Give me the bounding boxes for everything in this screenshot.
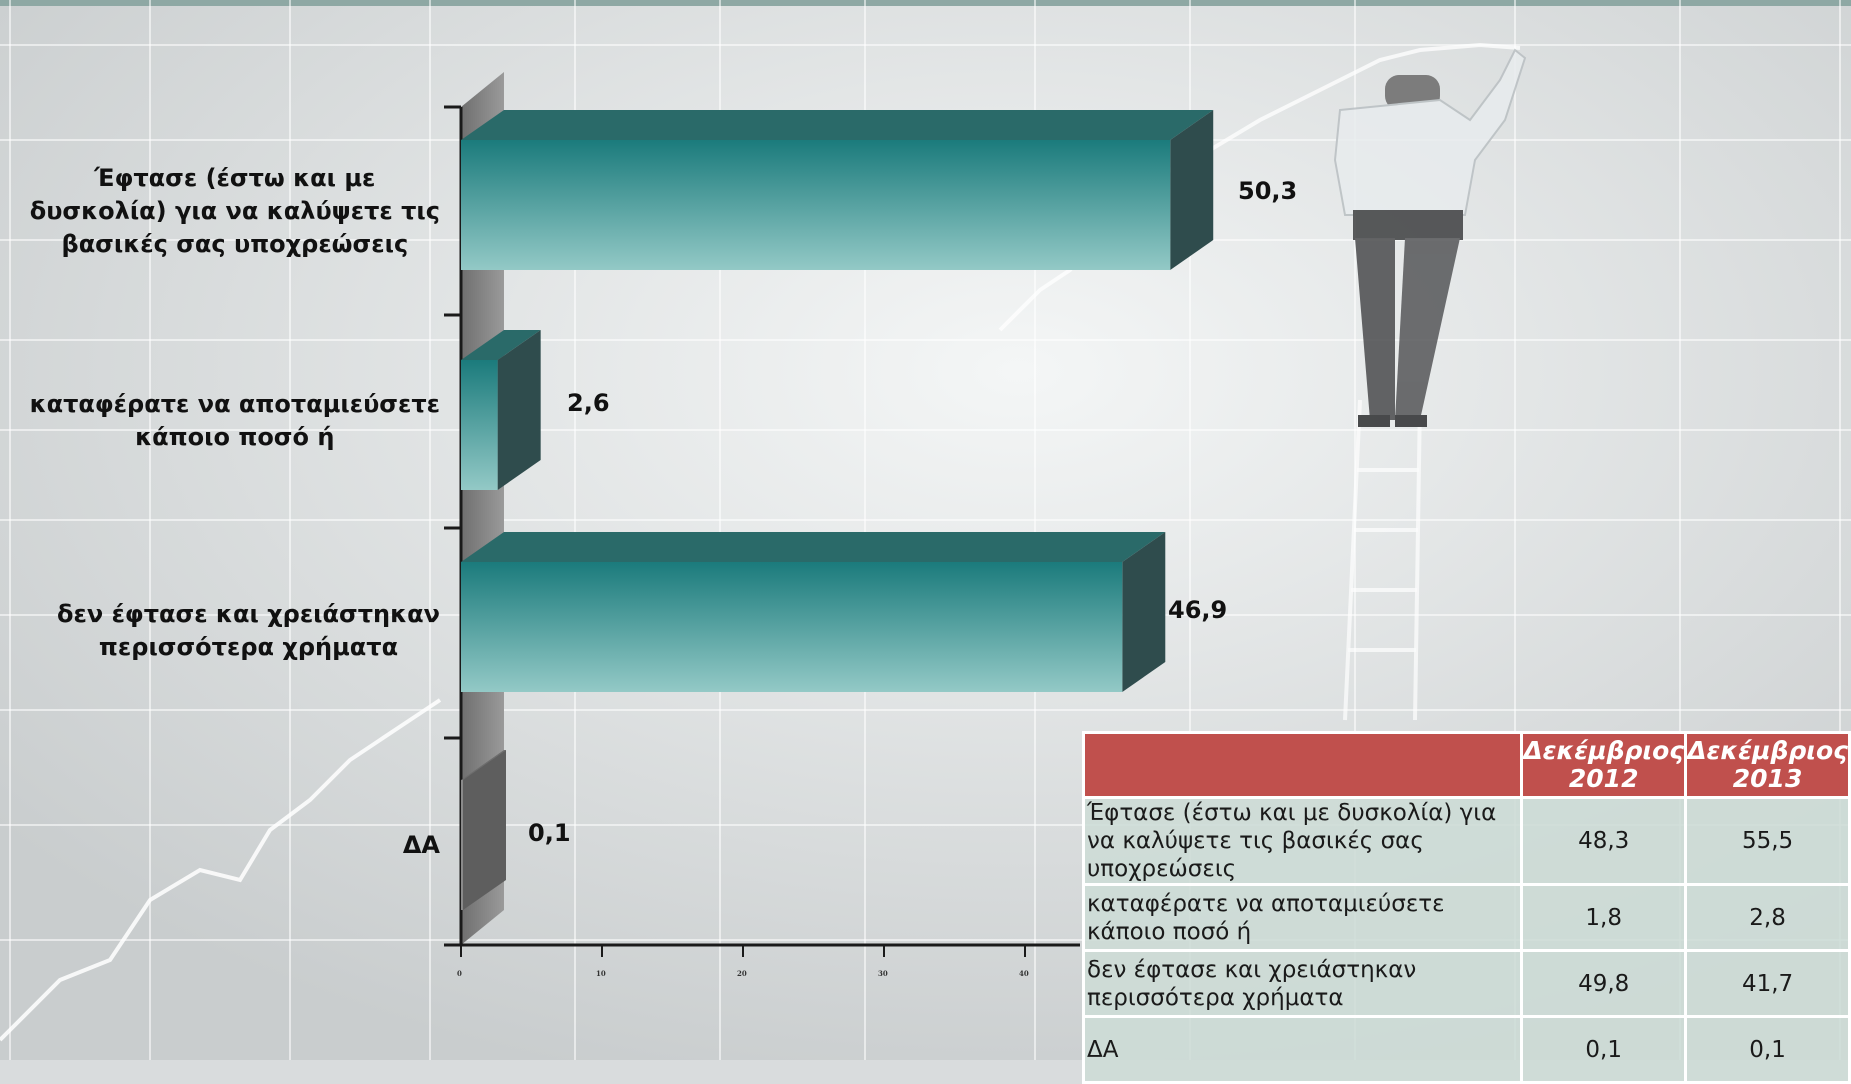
value-label: 50,3 (1238, 177, 1298, 205)
growth-line-decoration (0, 698, 442, 1042)
table-row: δεν έφτασε και χρειάστηκαν περισσότερα χ… (1081, 949, 1851, 1018)
bar-top-face (461, 750, 506, 780)
bar-front-face (461, 562, 1123, 692)
category-label-line: κάποιο ποσό ή (135, 423, 335, 451)
table-cell-2012: 49,8 (1520, 949, 1688, 1018)
x-tick-label: 30 (878, 969, 888, 978)
bar-0 (461, 110, 1214, 270)
bar-top-face (461, 110, 1214, 140)
bar-side-face (1122, 532, 1166, 692)
x-tick-label: 10 (596, 969, 606, 978)
table-cell-2013: 0,1 (1684, 1015, 1851, 1084)
table-header-empty (1081, 731, 1524, 799)
category-label-line: ΔΑ (402, 831, 440, 859)
bar-top-face (461, 532, 1166, 562)
table-cell-2012: 1,8 (1520, 883, 1688, 952)
bar-side-face (497, 330, 541, 490)
table-row-label: καταφέρατε να αποταμιεύσετε κάποιο ποσό … (1081, 883, 1524, 952)
bar-front-face (461, 360, 498, 490)
category-label-saved: καταφέρατε να αποταμιεύσετε κάποιο ποσό … (30, 388, 440, 454)
table-cell-2012: 48,3 (1520, 796, 1688, 886)
category-label-line: δυσκολία) για να καλύψετε τις (29, 197, 440, 225)
category-label-line: βασικές σας υποχρεώσεις (61, 230, 409, 258)
bar-3 (461, 750, 506, 910)
bar-front-face (461, 780, 463, 910)
bar-1 (461, 330, 541, 490)
table-row-label: δεν έφτασε και χρειάστηκαν περισσότερα χ… (1081, 949, 1524, 1018)
value-label: 0,1 (528, 819, 571, 847)
table-row: καταφέρατε να αποταμιεύσετε κάποιο ποσό … (1081, 883, 1851, 952)
category-label-reached: Έφτασε (έστω και με δυσκολία) για να καλ… (30, 162, 440, 261)
category-label-line: δεν έφτασε και χρειάστηκαν (57, 600, 440, 628)
bar-2 (461, 532, 1166, 692)
x-tick-label: 40 (1019, 969, 1029, 978)
table-header-2013: Δεκέμβριος 2013 (1684, 731, 1851, 799)
x-tick-label: 20 (737, 969, 747, 978)
table-header-2012: Δεκέμβριος 2012 (1520, 731, 1688, 799)
comparison-table: Δεκέμβριος 2012 Δεκέμβριος 2013 Έφτασε (… (1081, 731, 1851, 1084)
category-label-da: ΔΑ (403, 829, 440, 862)
category-label-line: Έφτασε (έστω και με (94, 164, 376, 192)
value-label: 46,9 (1168, 596, 1228, 624)
man-on-ladder-illustration (1333, 48, 1527, 721)
bar-chart (444, 72, 1214, 957)
table-cell-2013: 55,5 (1684, 796, 1851, 886)
table-header-row: Δεκέμβριος 2012 Δεκέμβριος 2013 (1081, 731, 1851, 799)
bar-top-face (461, 330, 541, 360)
x-tick-label: 0 (457, 969, 462, 978)
table-cell-2013: 2,8 (1684, 883, 1851, 952)
value-label: 2,6 (567, 389, 610, 417)
table-row-label: Έφτασε (έστω και με δυσκολία) για να καλ… (1081, 796, 1524, 886)
category-label-line: περισσότερα χρήματα (98, 633, 399, 661)
table-row-label: ΔΑ (1081, 1015, 1524, 1084)
table-cell-2012: 0,1 (1520, 1015, 1688, 1084)
bar-side-face (1170, 110, 1214, 270)
table-cell-2013: 41,7 (1684, 949, 1851, 1018)
bar-front-face (461, 140, 1171, 270)
table-row: ΔΑ 0,1 0,1 (1081, 1015, 1851, 1084)
category-label-not-enough: δεν έφτασε και χρειάστηκαν περισσότερα χ… (57, 598, 440, 664)
table-row: Έφτασε (έστω και με δυσκολία) για να καλ… (1081, 796, 1851, 886)
bar-side-face (463, 750, 506, 910)
category-label-line: καταφέρατε να αποταμιεύσετε (29, 390, 440, 418)
chart-back-wall (461, 72, 504, 945)
